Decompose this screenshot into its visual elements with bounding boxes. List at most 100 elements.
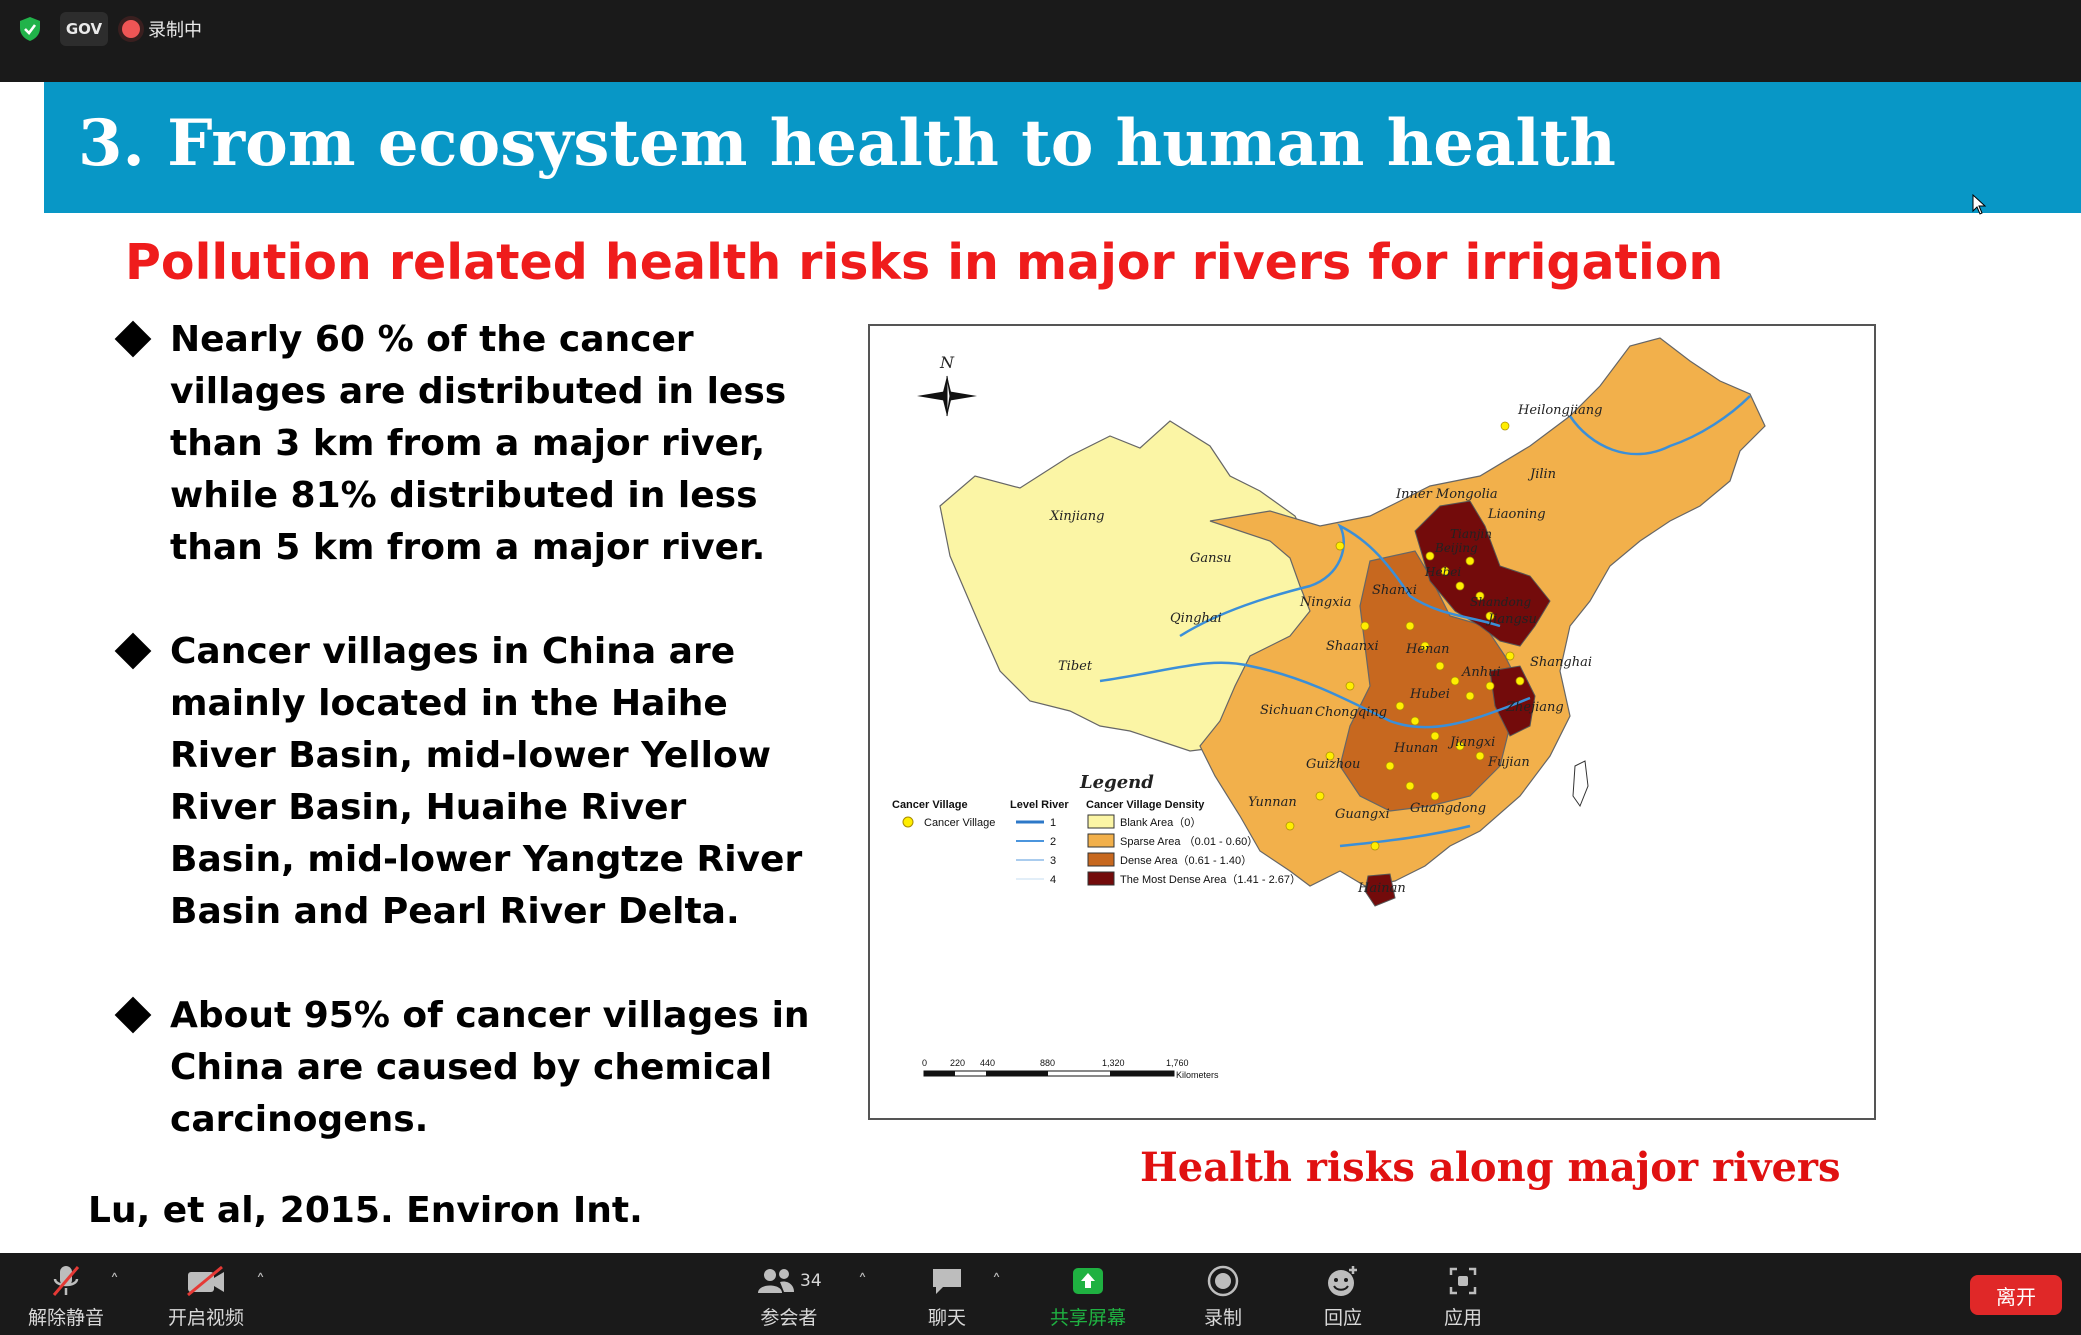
video-off-icon [187,1265,224,1297]
gov-badge[interactable]: GOV [60,12,108,46]
china-cancer-village-map: N [868,324,1876,1120]
start-video-label: 开启视频 [168,1307,245,1329]
svg-text:Hainan: Hainan [1357,881,1406,896]
svg-text:Liaoning: Liaoning [1487,507,1546,522]
diamond-bullet-icon [114,320,152,358]
province-labels: Heilongjiang Jilin Liaoning Inner Mongol… [1049,403,1603,896]
map-caption: Health risks along major rivers [1140,1144,1841,1191]
svg-text:Guizhou: Guizhou [1306,757,1360,772]
rivers [1099,395,1751,848]
svg-text:0: 0 [922,1058,927,1068]
svg-text:Tianjin: Tianjin [1450,527,1492,541]
north-label: N [939,353,955,372]
svg-text:Shanxi: Shanxi [1372,583,1417,598]
svg-text:Jilin: Jilin [1527,467,1556,482]
svg-text:Shanghai: Shanghai [1530,655,1592,670]
svg-text:Tibet: Tibet [1058,659,1093,674]
share-screen-label: 共享屏幕 [1050,1307,1127,1329]
chat-icon [933,1269,961,1294]
svg-text:Sichuan: Sichuan [1260,703,1313,718]
chat-label: 聊天 [928,1307,967,1329]
svg-text:2: 2 [1050,836,1056,848]
svg-text:Anhui: Anhui [1461,665,1501,680]
svg-text:Chongqing: Chongqing [1315,705,1387,720]
audio-options-caret-icon[interactable]: ˄ [110,1271,119,1292]
svg-text:220: 220 [950,1058,965,1068]
slide-subtitle: Pollution related health risks in major … [125,234,1724,291]
muted-mic-icon [52,1266,80,1296]
bullet-item: About 95% of cancer villages in China ar… [112,990,812,1146]
cancer-village-points [1285,421,1525,851]
recording-dot-icon [122,20,140,38]
participants-label: 参会者 [760,1307,818,1329]
slide-title: 3. From ecosystem health to human health [78,106,1616,181]
recording-label: 录制中 [148,20,202,41]
bullet-text: Cancer villages in China are mainly loca… [170,631,803,932]
bullet-item: Cancer villages in China are mainly loca… [112,626,812,938]
citation: Lu, et al, 2015. Environ Int. [88,1190,643,1231]
svg-text:Henan: Henan [1405,642,1450,657]
svg-text:Inner Mongolia: Inner Mongolia [1395,487,1498,502]
svg-text:Fujian: Fujian [1487,755,1530,770]
bullet-item: Nearly 60 % of the cancer villages are d… [112,314,812,574]
chat-caret-icon[interactable]: ˄ [992,1271,1001,1292]
region-most-dense [1364,500,1551,907]
svg-text:440: 440 [980,1058,995,1068]
bullet-text: Nearly 60 % of the cancer villages are d… [170,319,787,568]
share-screen-icon [1073,1268,1103,1294]
security-shield-icon[interactable] [12,12,48,46]
svg-text:Guangxi: Guangxi [1335,807,1390,822]
svg-text:Sparse Area （0.01 - 0.60）: Sparse Area （0.01 - 0.60） [1120,835,1258,848]
video-options-caret-icon[interactable]: ˄ [256,1271,265,1292]
svg-text:Zhejiang: Zhejiang [1505,700,1564,715]
svg-text:Guangdong: Guangdong [1410,801,1486,816]
bullet-list: Nearly 60 % of the cancer villages are d… [112,314,812,1198]
participant-count: 34 [800,1271,822,1291]
unmute-label: 解除静音 [28,1307,105,1329]
legend-col3-header: Cancer Village Density [1086,799,1205,811]
smiley-add-icon [1328,1266,1357,1296]
svg-text:Blank Area（0）: Blank Area（0） [1120,816,1201,829]
svg-text:The Most Dense Area（1.41 - 2.6: The Most Dense Area（1.41 - 2.67） [1120,873,1301,886]
svg-text:Ningxia: Ningxia [1299,595,1351,610]
svg-text:Gansu: Gansu [1190,551,1232,566]
mouse-cursor-icon [1972,194,1987,215]
map-legend: Legend Cancer Village Cancer Village Lev… [892,772,1301,886]
chat-button[interactable]: 聊天 [928,1263,966,1330]
svg-text:Beijing: Beijing [1434,541,1478,555]
apps-label: 应用 [1444,1307,1483,1329]
svg-text:Kilometers: Kilometers [1176,1070,1219,1080]
svg-text:1: 1 [1050,817,1056,829]
legend-title: Legend [1079,772,1154,793]
unmute-button[interactable]: 解除静音 [28,1263,104,1330]
svg-text:Hebei: Hebei [1424,565,1461,579]
leave-button[interactable]: 离开 [1970,1275,2062,1315]
reactions-button[interactable]: 回应 [1324,1263,1362,1330]
bullet-text: About 95% of cancer villages in China ar… [170,995,810,1140]
svg-text:880: 880 [1040,1058,1055,1068]
svg-text:1,760: 1,760 [1166,1058,1189,1068]
apps-button[interactable]: 应用 [1444,1263,1482,1330]
shared-slide: 3. From ecosystem health to human health… [0,82,2081,1253]
recording-indicator[interactable]: 录制中 [122,12,202,46]
meeting-toolbar: 解除静音 ˄ 开启视频 ˄ 34 参会者 ˄ 聊天 ˄ [0,1253,2081,1335]
svg-text:Jiangsu: Jiangsu [1485,612,1537,627]
svg-text:Qinghai: Qinghai [1170,611,1222,626]
slide-title-bar: 3. From ecosystem health to human health [44,82,2081,213]
svg-text:Shandong: Shandong [1470,595,1531,609]
svg-text:Dense Area（0.61 - 1.40）: Dense Area（0.61 - 1.40） [1120,854,1252,867]
participants-caret-icon[interactable]: ˄ [858,1271,867,1292]
share-screen-button[interactable]: 共享屏幕 [1050,1263,1126,1330]
north-arrow-icon: N [917,353,977,417]
record-button[interactable]: 录制 [1204,1263,1242,1330]
reactions-label: 回应 [1324,1307,1363,1329]
map-scale-bar: 0 220 440 880 1,320 1,760 Kilometers [922,1058,1219,1080]
svg-text:Hunan: Hunan [1393,741,1438,756]
start-video-button[interactable]: 开启视频 [168,1263,244,1330]
svg-text:3: 3 [1050,855,1056,867]
svg-text:Yunnan: Yunnan [1248,795,1297,810]
legend-col2-header: Level River [1010,799,1069,811]
svg-text:Jiangxi: Jiangxi [1447,735,1495,750]
svg-text:4: 4 [1050,874,1056,886]
participants-button[interactable]: 34 参会者 [756,1263,822,1330]
